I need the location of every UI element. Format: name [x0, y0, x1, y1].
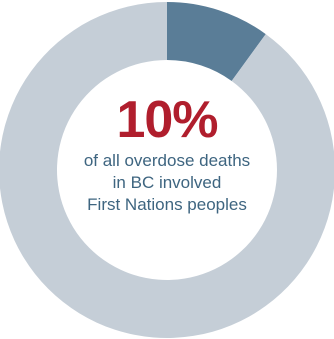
center-label: 10% of all overdose deaths in BC involve… — [67, 92, 267, 216]
caption-line-1: of all overdose deaths — [83, 151, 251, 170]
caption-line-3: First Nations peoples — [87, 195, 247, 214]
donut-slice-1 — [167, 2, 266, 82]
caption: of all overdose deaths in BC involved Fi… — [67, 150, 267, 216]
percentage-value: 10% — [116, 91, 218, 149]
caption-line-2: in BC involved — [112, 173, 222, 192]
